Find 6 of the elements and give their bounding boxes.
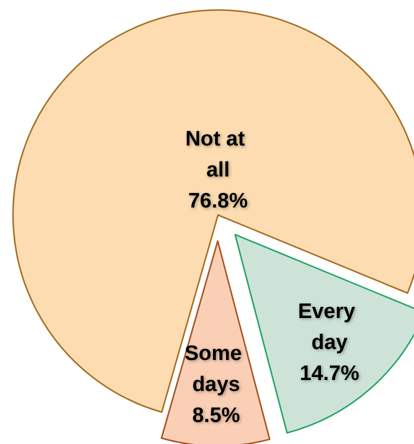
slice-label: Every day: [298, 300, 362, 354]
data-label: 76.8%: [188, 189, 248, 212]
data-label: 8.5%: [192, 404, 240, 427]
data-label: 14.7%: [300, 362, 360, 386]
slice-label: Not at all: [185, 127, 251, 182]
slice-label: Some days: [184, 342, 248, 396]
